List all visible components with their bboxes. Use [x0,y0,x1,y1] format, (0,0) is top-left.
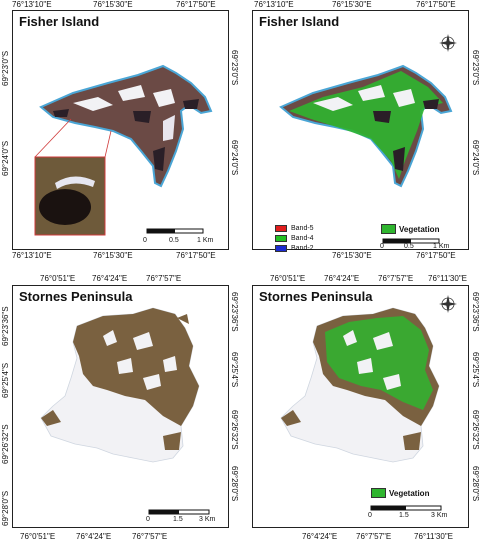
scale-bar [146,228,204,234]
lat-label-mid: 69°24'0"S [230,140,239,176]
lon-label-top: 76°13'10"E [254,0,294,9]
vegetation-swatch [381,224,396,234]
panel-title: Fisher Island [19,14,100,29]
band5-swatch [275,224,287,232]
scale-bar [370,505,442,511]
lon-label-top: 76°17'50"E [416,0,456,9]
legend-item: Band-5 [275,223,314,233]
lon-label-top: 76°15'30"E [332,0,372,9]
scale-bar [382,238,440,244]
lon-label-bottom: 76°4'24"E [302,532,338,541]
legend-item: Band-2 [275,243,314,253]
fisher-island-map [34,64,213,236]
zoom-inset [34,118,112,236]
lat-label-left: 69°26'32"S [1,424,10,464]
lat-label-left: 69°24'0"S [1,140,10,176]
scale-label-0: 0 [380,243,384,250]
lat-label-mid: 69°25'4"S [230,352,239,388]
scale-label-end: 3 Km [431,512,448,519]
lon-label-top: 76°4'24"E [324,274,360,283]
scale-label-mid: 0.5 [169,237,179,244]
stornes-peninsula-veg-map [280,295,457,511]
panel-title: Fisher Island [259,14,340,29]
legend-item: Band-4 [275,233,314,243]
lon-label-bottom: 76°15'30"E [93,251,133,260]
lon-label-bottom: 76°17'50"E [416,251,456,260]
lat-label-left: 69°25'4"S [1,362,10,398]
panel-stornes-rgb: Stornes Peninsula 0 1.5 3 Km [12,285,229,528]
vegetation-legend: Vegetation [371,488,429,498]
panel-title: Stornes Peninsula [259,289,373,304]
lat-label-mid: 69°23'36"S [230,292,239,332]
stornes-peninsula-map [40,307,210,515]
lon-label-top: 76°13'10"E [12,0,52,9]
scale-bar [148,509,210,515]
vegetation-swatch [371,488,386,498]
lat-label-right: 69°28'0"S [471,466,480,502]
lon-label-top: 76°0'51"E [40,274,76,283]
panel-title: Stornes Peninsula [19,289,133,304]
lon-label-bottom: 76°15'30"E [332,251,372,260]
scale-label-mid: 0.5 [404,243,414,250]
lat-label-right: 69°25'4"S [471,352,480,388]
scale-label-end: 1 Km [433,243,450,250]
stornes-peninsula-shape [40,307,200,463]
scale-label-0: 0 [146,516,150,523]
stornes-peninsula-veg-shape [280,307,440,463]
panel-fisher-veg: Fisher Island Band-5 Band-4 Band-2 Veget… [252,10,469,253]
lon-label-bottom: 76°0'51"E [20,532,56,541]
scale-label-end: 3 Km [199,516,216,523]
lat-label-right: 69°24'0"S [471,140,480,176]
scale-label-mid: 1.5 [399,512,409,519]
north-arrow-icon [439,34,457,52]
lat-label-left: 69°23'0"S [1,50,10,86]
lat-label-left: 69°28'0"S [1,490,10,526]
lat-label-mid: 69°26'32"S [230,410,239,450]
lon-label-bottom: 76°17'50"E [176,251,216,260]
lat-label-mid: 69°23'0"S [230,50,239,86]
lon-label-bottom: 76°7'57"E [356,532,392,541]
fisher-island-veg-shape [279,64,453,188]
lon-label-bottom: 76°11'30"E [414,532,454,541]
scale-label-0: 0 [143,237,147,244]
panel-stornes-veg: Stornes Peninsula Vegetation 0 1.5 3 Km [252,285,469,528]
panel-fisher-rgb: Fisher Island 0 0.5 1 Km [12,10,229,250]
fisher-island-shape [39,64,213,188]
band2-swatch [275,244,287,252]
lat-label-right: 69°26'32"S [471,410,480,450]
fisher-island-veg-map [279,34,457,244]
lat-label-right: 69°23'0"S [471,50,480,86]
scale-label-mid: 1.5 [173,516,183,523]
north-arrow-icon [439,295,457,313]
lon-label-top: 76°17'50"E [176,0,216,9]
band-legend: Band-5 Band-4 Band-2 [275,223,314,253]
scale-label-end: 1 Km [197,237,214,244]
vegetation-legend: Vegetation [381,224,439,234]
lon-label-bottom: 76°4'24"E [76,532,112,541]
lon-label-bottom: 76°7'57"E [132,532,168,541]
lon-label-top: 76°11'30"E [428,274,468,283]
lon-label-top: 76°4'24"E [92,274,128,283]
lat-label-right: 69°23'36"S [471,292,480,332]
lon-label-top: 76°7'57"E [378,274,414,283]
lon-label-top: 76°15'30"E [93,0,133,9]
lat-label-left: 69°23'36"S [1,306,10,346]
scale-label-0: 0 [368,512,372,519]
band4-swatch [275,234,287,242]
lon-label-bottom: 76°13'10"E [12,251,52,260]
lon-label-top: 76°0'51"E [270,274,306,283]
lon-label-top: 76°7'57"E [146,274,182,283]
lat-label-mid: 69°28'0"S [230,466,239,502]
